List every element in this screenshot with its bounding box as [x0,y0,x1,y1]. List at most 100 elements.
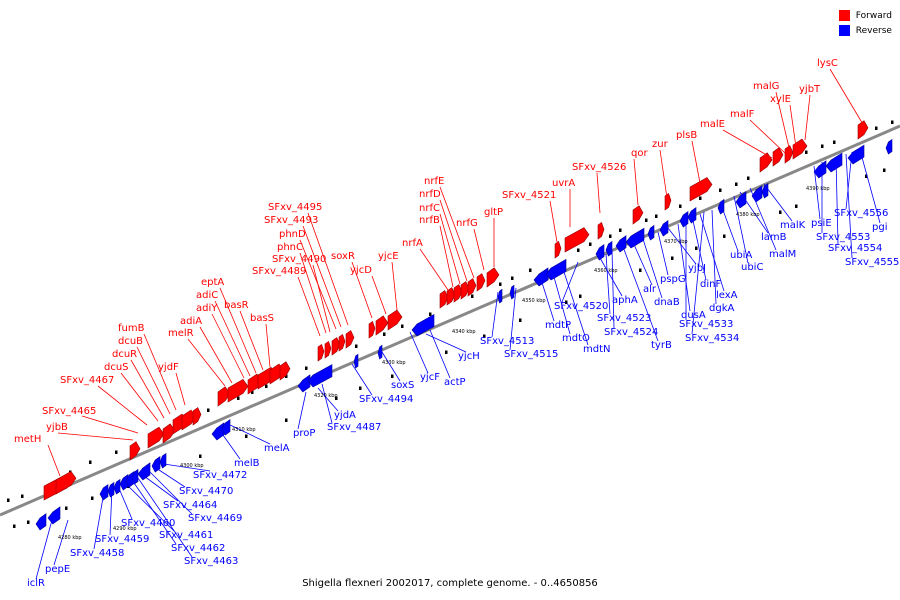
forward-gene-label-soxr: soxR [331,251,355,262]
forward-gene-block [338,333,346,352]
track-tick [655,214,658,218]
forward-gene-label-sfxv-4495: SFxv_4495 [268,202,322,213]
forward-gene-label-xyle: xylE [770,94,791,105]
reverse-gene-label-iclr: iclR [27,578,45,589]
forward-gene-label-dcub: dcuB [118,336,143,347]
forward-gene-block [792,138,808,160]
forward-gene-block [331,337,341,356]
track-tick [735,182,738,186]
forward-gene-label-sfxv-4467: SFxv_4467 [60,375,114,386]
kbp-tick-label: 4360 kbp [594,268,618,274]
reverse-gene-label-soxs: soxS [391,380,414,391]
reverse-leader-line [155,467,186,488]
reverse-leader-line [317,387,339,412]
reverse-leader-line [429,329,451,379]
reverse-leader-line [641,235,663,299]
reverse-gene-label-alr: alr [643,284,657,295]
forward-gene-label-sfxv-4490: SFxv_4490 [272,254,326,265]
forward-gene-label-basr: basR [224,300,249,311]
forward-gene-label-phnc: phnC [277,242,303,253]
reverse-gene-label-sfxv-4459: SFxv_4459 [95,534,149,545]
forward-leader-line [775,91,791,153]
forward-leader-line [419,248,449,291]
forward-gene-label-nrfd: nrfD [419,189,441,200]
forward-gene-block [147,426,165,449]
forward-gene-block [632,205,644,225]
forward-leader-line [299,252,327,334]
reverse-leader-line [509,287,517,351]
reverse-gene-label-dnab: dnaB [654,297,680,308]
reverse-leader-line [131,479,177,545]
reverse-genes: iclRpepESFxv_4458SFxv_4459SFxv_4460SFxv_… [27,138,899,589]
reverse-gene-block [159,452,167,469]
forward-gene-label-sfxv-4489: SFxv_4489 [252,266,306,277]
reverse-gene-label-sfxv-4463: SFxv_4463 [184,556,238,567]
forward-leader-line [549,200,558,243]
reverse-leader-line [163,463,211,472]
reverse-leader-line [859,149,881,224]
forward-gene-block [279,361,291,381]
reverse-leader-line [719,201,739,252]
track-tick [779,210,782,214]
forward-gene-block [689,177,713,202]
forward-leader-line [214,300,251,377]
reverse-gene-block [411,314,435,337]
forward-leader-line [136,346,171,415]
reverse-gene-block [137,462,151,481]
reverse-gene-block [605,240,613,257]
reverse-leader-line [143,475,179,502]
track-tick [723,234,726,238]
reverse-gene-label-melb: melB [234,458,260,469]
reverse-gene-label-yjcf: yjcF [420,372,440,383]
forward-leader-line [299,239,337,330]
forward-gene-label-uvra: uvrA [552,178,575,189]
reverse-gene-label-sfxv-4533: SFxv_4533 [679,319,733,330]
reverse-leader-line [763,183,793,222]
reverse-leader-line [381,351,401,382]
forward-leader-line [130,359,165,419]
forward-leader-line [722,129,773,159]
forward-gene-block [129,441,141,461]
reverse-gene-label-tyrb: tyrB [651,340,672,351]
forward-gene-label-male: malE [700,119,725,130]
reverse-gene-label-sfxv-4523: SFxv_4523 [597,313,651,324]
forward-gene-label-gltp: gltP [484,207,503,218]
forward-leader-line [143,333,177,411]
forward-gene-label-sfxv-4493: SFxv_4493 [264,215,318,226]
forward-gene-label-zur: zur [652,139,669,150]
reverse-gene-block [307,364,333,388]
reverse-gene-block [885,138,893,155]
forward-leader-line [47,444,61,477]
legend-forward: Forward [838,8,892,23]
reverse-gene-label-sfxv-4554: SFxv_4554 [828,243,882,254]
reverse-leader-line [845,151,853,210]
forward-gene-label-yjdf: yjdF [158,362,179,373]
reverse-leader-line [711,209,717,305]
forward-gene-label-nrfb: nrfB [419,215,440,226]
forward-gene-label-malf: malF [730,109,755,120]
track-tick [577,248,580,252]
reverse-gene-label-sfxv-4462: SFxv_4462 [171,543,225,554]
reverse-gene-block [679,210,689,228]
track-tick [359,386,362,390]
reverse-gene-label-sfxv-4555: SFxv_4555 [845,257,899,268]
forward-leader-line [749,119,787,155]
track-tick [565,300,568,304]
forward-leader-line [439,186,475,279]
reverse-leader-line [749,187,777,251]
track-tick [401,324,404,328]
reverse-gene-label-yjch: yjcH [458,351,480,362]
forward-genes: metH yjbB SFxv_4465 SFxv_4467 dcuS dcuR dcuB fu… [14,58,869,501]
forward-gene-label-nrfa: nrfA [402,238,423,249]
forward-label: Forward [855,10,892,21]
reverse-leader-line [551,269,571,335]
reverse-gene-block [533,267,549,287]
forward-gene-block [387,309,403,331]
track-tick [609,234,612,238]
reverse-gene-label-sfxv-4556: SFxv_4556 [834,208,888,219]
track-tick [305,366,308,370]
track-tick [619,228,622,232]
forward-gene-label-adic: adiC [196,290,218,301]
reverse-gene-label-dinf: dinF [700,279,721,290]
reverse-leader-line [491,291,499,338]
